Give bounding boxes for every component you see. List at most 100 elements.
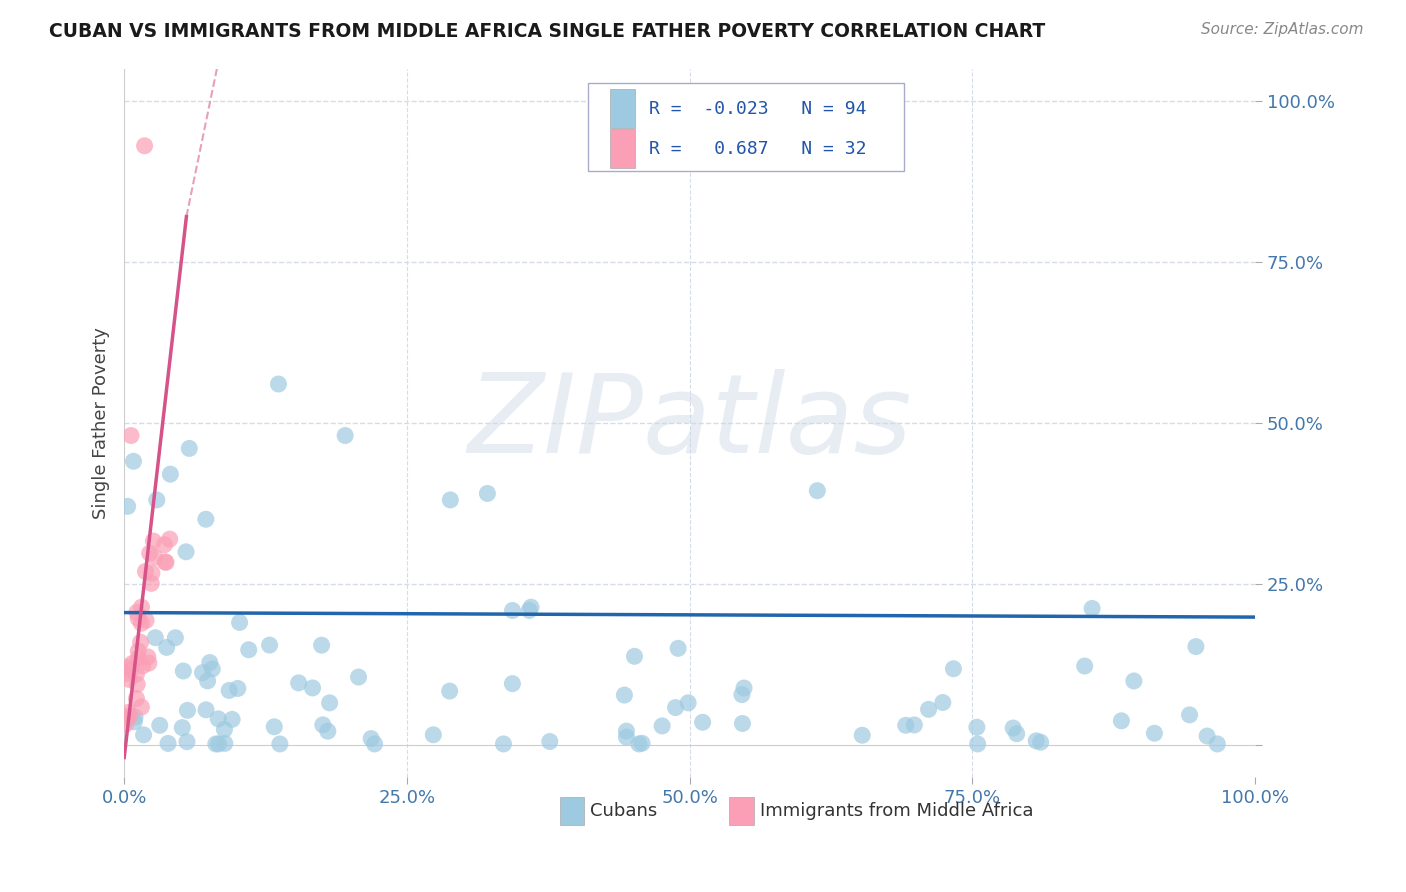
Point [903,718,925,732]
Point [666,641,689,656]
Point [966,720,988,734]
Point [966,737,988,751]
Point [155,555,177,569]
Point [422,728,444,742]
Point [114,717,136,731]
Point [439,492,461,507]
Point [676,696,699,710]
Point [194,512,217,526]
Point [347,670,370,684]
Text: R =   0.687   N = 32: R = 0.687 N = 32 [650,139,866,158]
Point [149,718,172,732]
Point [127,644,149,658]
Point [1122,673,1144,688]
Point [142,534,165,549]
Point [141,576,163,591]
Point [1111,714,1133,728]
Point [120,663,142,677]
Point [159,532,181,546]
Text: Immigrants from Middle Africa: Immigrants from Middle Africa [759,802,1033,820]
Point [363,737,385,751]
Point [176,735,198,749]
Point [131,600,153,615]
Point [301,681,323,695]
Point [218,683,240,698]
Point [538,734,561,748]
Point [316,724,339,739]
Point [125,691,148,706]
Point [204,737,226,751]
Text: ZIPatlas: ZIPatlas [467,369,912,476]
Point [942,662,965,676]
Point [114,666,136,681]
Point [731,716,754,731]
FancyBboxPatch shape [610,129,636,168]
Point [263,720,285,734]
Point [176,703,198,717]
Point [311,638,333,652]
Point [932,696,955,710]
Point [917,702,939,716]
Point [118,708,141,723]
Point [131,700,153,714]
Point [134,138,156,153]
Y-axis label: Single Father Poverty: Single Father Poverty [93,326,110,518]
Point [1185,640,1208,654]
Point [439,684,461,698]
Point [207,737,229,751]
Point [238,642,260,657]
Point [287,676,309,690]
Point [143,550,166,565]
Point [226,681,249,696]
Point [318,696,340,710]
Point [120,428,142,442]
Point [333,428,356,442]
Point [894,718,917,732]
Point [156,640,179,655]
Point [613,688,636,702]
Point [125,667,148,681]
Point [851,728,873,742]
Point [117,500,139,514]
Point [517,603,540,617]
Point [267,377,290,392]
Point [221,712,243,726]
Point [121,657,143,671]
Point [201,662,224,676]
Text: Cubans: Cubans [591,802,658,820]
Point [131,616,153,631]
Point [146,492,169,507]
Point [692,715,714,730]
Point [118,673,141,687]
Point [1005,727,1028,741]
Point [1002,721,1025,735]
Point [172,664,194,678]
Point [269,737,291,751]
Point [214,723,236,737]
Point [129,635,152,649]
Point [143,631,166,645]
Point [214,736,236,750]
Text: R =  -0.023   N = 94: R = -0.023 N = 94 [650,100,866,118]
Point [135,614,157,628]
Point [1178,707,1201,722]
Point [1025,734,1047,748]
Point [1029,735,1052,749]
Point [360,731,382,746]
Point [651,719,673,733]
Point [631,736,654,750]
Point [124,710,146,724]
Point [228,615,250,630]
Point [165,631,187,645]
Text: CUBAN VS IMMIGRANTS FROM MIDDLE AFRICA SINGLE FATHER POVERTY CORRELATION CHART: CUBAN VS IMMIGRANTS FROM MIDDLE AFRICA S… [49,22,1046,41]
Point [312,718,335,732]
Point [131,658,153,673]
Point [259,638,281,652]
Point [501,676,523,690]
Point [159,467,181,482]
Point [664,700,686,714]
Point [731,688,754,702]
FancyBboxPatch shape [610,89,636,128]
FancyBboxPatch shape [730,797,754,825]
Point [207,712,229,726]
